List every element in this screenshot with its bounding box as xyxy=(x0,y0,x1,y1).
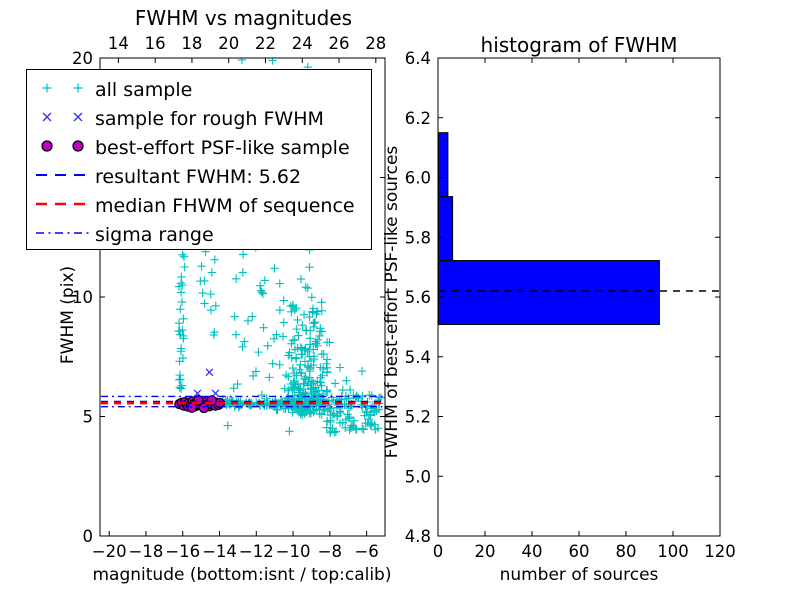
legend-label: sample for rough FWHM xyxy=(95,107,324,130)
right-xtick-label: 20 xyxy=(475,542,496,561)
right-ytick-label: 5.0 xyxy=(405,467,431,486)
legend-row-sigma-range: sigma range xyxy=(27,220,371,249)
left-ytick-label: 0 xyxy=(83,527,94,546)
left-ytick-label: 20 xyxy=(72,49,93,68)
histogram-bar xyxy=(438,132,449,198)
left-ytick-label: 10 xyxy=(72,288,93,307)
right-ytick-label: 6.4 xyxy=(405,49,431,68)
right-ytick-label: 5.2 xyxy=(405,408,431,427)
left-xtick-label: −12 xyxy=(239,542,274,561)
scatter-points-layer xyxy=(101,58,385,437)
legend-row-resultant-fwhm: resultant FWHM: 5.62 xyxy=(27,162,371,191)
legend-row-psf-sample: best-effort PSF-like sample xyxy=(27,133,371,162)
left-xtick-label: −6 xyxy=(354,542,378,561)
legend-label: sigma range xyxy=(95,223,214,246)
legend-row-median-fwhm: median FHWM of sequence xyxy=(27,191,371,220)
right-ytick-label: 4.8 xyxy=(405,527,431,546)
legend: all sample sample for rough FWHM best-ef… xyxy=(26,69,372,250)
legend-row-rough-fwhm: sample for rough FWHM xyxy=(27,104,371,133)
left-top-xtick-label: 14 xyxy=(108,34,129,53)
left-xtick-label: −20 xyxy=(92,542,127,561)
right-xtick-label: 100 xyxy=(657,542,689,561)
right-ytick-label: 6.2 xyxy=(405,109,431,128)
legend-label: best-effort PSF-like sample xyxy=(95,136,350,159)
right-ytick-label: 5.4 xyxy=(405,348,431,367)
right-xtick-label: 80 xyxy=(616,542,637,561)
right-plot-title: histogram of FWHM xyxy=(480,33,678,57)
right-xtick-label: 60 xyxy=(569,542,590,561)
left-xtick-label: −16 xyxy=(165,542,200,561)
left-plot-xlabel: magnitude (bottom:isnt / top:calib) xyxy=(92,565,392,585)
right-ytick-label: 6.0 xyxy=(405,169,431,188)
left-top-xtick-label: 26 xyxy=(329,34,350,53)
x-markers-icon xyxy=(42,112,83,121)
left-top-xtick-label: 18 xyxy=(181,34,202,53)
left-xtick-label: −10 xyxy=(276,542,311,561)
histogram-bar xyxy=(438,196,454,262)
right-xtick-label: 120 xyxy=(704,542,736,561)
right-ytick-label: 5.8 xyxy=(405,228,431,247)
histogram-bar xyxy=(438,260,660,325)
left-xtick-label: −18 xyxy=(129,542,164,561)
blue-dashed-line-icon xyxy=(36,173,89,176)
plus-markers-icon xyxy=(42,83,83,92)
blue-dashdot-line-icon xyxy=(36,231,89,234)
left-top-xtick-label: 28 xyxy=(365,34,386,53)
circle-markers-icon xyxy=(41,139,84,152)
left-top-xtick-label: 22 xyxy=(255,34,276,53)
right-xtick-label: 0 xyxy=(433,542,444,561)
right-plot-xlabel: number of sources xyxy=(499,565,659,585)
left-xtick-label: −8 xyxy=(318,542,342,561)
left-plot-title: FWHM vs magnitudes xyxy=(134,6,353,30)
left-xtick-label: −14 xyxy=(202,542,237,561)
histogram-bars-layer xyxy=(438,132,660,325)
left-ytick-label: 5 xyxy=(83,408,94,427)
left-top-xtick-label: 20 xyxy=(218,34,239,53)
legend-label: resultant FWHM: 5.62 xyxy=(95,165,302,188)
right-xtick-label: 40 xyxy=(522,542,543,561)
legend-row-all-sample: all sample xyxy=(27,75,371,104)
legend-label: median FHWM of sequence xyxy=(95,194,355,217)
red-dashed-line-icon xyxy=(36,202,89,205)
legend-label: all sample xyxy=(95,78,193,101)
left-top-xtick-label: 24 xyxy=(292,34,313,53)
right-ytick-label: 5.6 xyxy=(405,288,431,307)
left-top-xtick-label: 16 xyxy=(145,34,166,53)
